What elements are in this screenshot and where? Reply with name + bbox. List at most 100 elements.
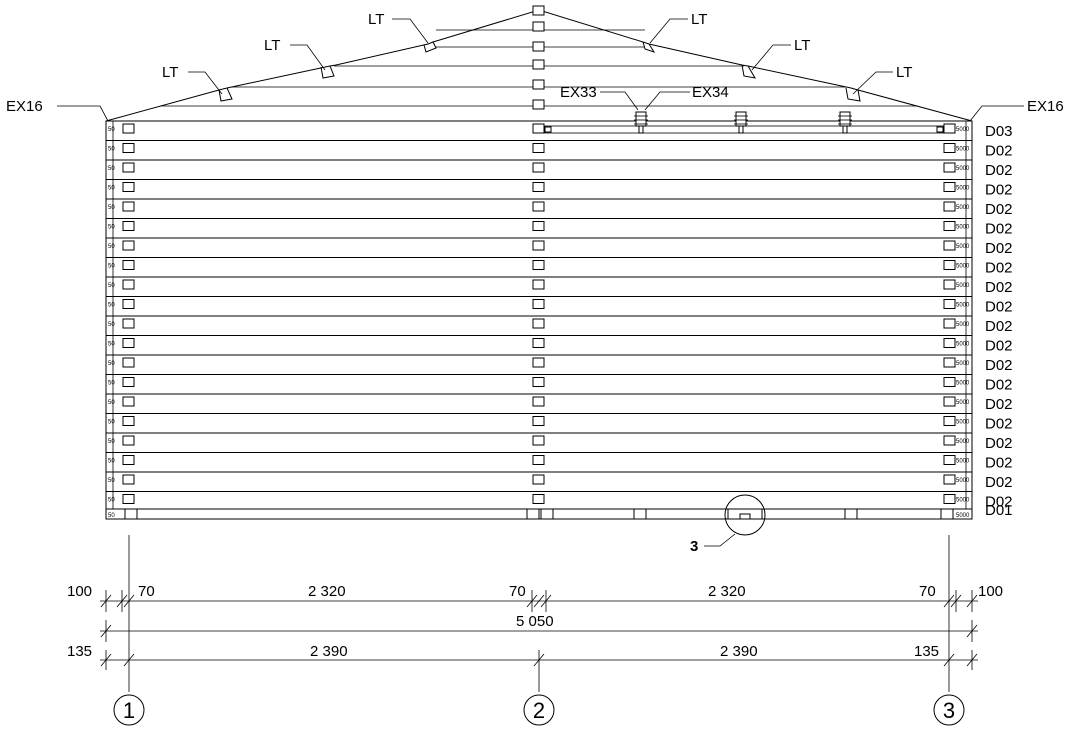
course-block-center [532, 474, 545, 485]
ex33-fixing-icon [634, 111, 648, 134]
course-block-center [532, 201, 545, 212]
course-block-right [943, 474, 956, 485]
left-tag-label: 50 [108, 303, 115, 309]
course-block-center [532, 357, 545, 368]
layer-label: D02 [985, 279, 1013, 296]
right-tag-label: 5000 [956, 264, 970, 270]
upper-beam [544, 125, 945, 134]
axis-bubble-1: 1 [113, 694, 145, 726]
course-block-right [943, 123, 956, 134]
left-tag-label: 50 [108, 205, 115, 211]
course-block-right [943, 260, 956, 270]
layer-label-bottom: D01 [985, 502, 1013, 519]
label-detail-3: 3 [690, 538, 698, 555]
course-block-center [532, 435, 545, 446]
course-block-left [122, 201, 135, 212]
detail-3-circle [724, 494, 766, 536]
course-block-right [943, 299, 956, 309]
course-block-left [122, 435, 135, 446]
axis-lines [128, 535, 950, 692]
label-lt-4: LT [691, 11, 707, 28]
left-tag-label: 50 [108, 361, 115, 367]
course-block-left [122, 240, 135, 251]
course-block-right [943, 396, 956, 407]
left-tag-label: 50 [108, 381, 115, 387]
dim-span-2320-left: 2 320 [308, 583, 346, 600]
course-block-left [122, 377, 135, 387]
course-block-right [943, 279, 956, 290]
layer-label: D02 [985, 221, 1013, 238]
layer-label: D02 [985, 299, 1013, 316]
dim-left-135: 135 [67, 643, 92, 660]
course-block-left [122, 221, 135, 231]
right-tag-label: 5000 [956, 478, 970, 484]
left-tag-label: 50 [108, 342, 115, 348]
layer-label: D03 [985, 123, 1013, 140]
dim-bay-2390-right: 2 390 [720, 643, 758, 660]
course-block-left [122, 318, 135, 329]
right-tag-label: 5000 [956, 205, 970, 211]
course-block-center [532, 455, 545, 465]
course-block-right [943, 377, 956, 387]
course-block-center [532, 162, 545, 173]
layer-label: D02 [985, 201, 1013, 218]
course-block-center [532, 494, 545, 504]
course-block-left [122, 338, 135, 348]
right-tag-label: 5000 [956, 283, 970, 289]
ridge-block [532, 59, 545, 70]
right-tag-label: 5000 [956, 420, 970, 426]
right-tag-label: 5000 [956, 361, 970, 367]
course-block-left [122, 416, 135, 426]
right-tag-label: 5000 [956, 513, 970, 519]
dim-right-135: 135 [914, 643, 939, 660]
left-tag-label: 50 [108, 478, 115, 484]
course-block-center [532, 416, 545, 426]
course-block-center [532, 377, 545, 387]
leader-lines [57, 18, 1024, 547]
course-block-right [943, 357, 956, 368]
left-tag-label: 50 [108, 186, 115, 192]
label-lt-5: LT [794, 37, 810, 54]
course-block-center [532, 318, 545, 329]
right-tag-label: 5000 [956, 342, 970, 348]
course-block-right [943, 494, 956, 504]
course-block-left [122, 396, 135, 407]
left-tag-label: 50 [108, 244, 115, 250]
layer-label: D02 [985, 338, 1013, 355]
course-block-center [532, 396, 545, 407]
ridge-block [532, 79, 545, 90]
left-tag-label: 50 [108, 420, 115, 426]
course-block-left [122, 123, 135, 134]
course-block-right [943, 143, 956, 153]
right-tag-label: 5000 [956, 322, 970, 328]
left-tag-label: 50 [108, 127, 115, 133]
course-block-center [532, 143, 545, 153]
course-block-right [943, 435, 956, 446]
ridge-block [532, 5, 545, 16]
right-tag-label: 5000 [956, 244, 970, 250]
layer-label: D02 [985, 416, 1013, 433]
label-lt-1: LT [162, 64, 178, 81]
dim-span-2320-right: 2 320 [708, 583, 746, 600]
axis-bubble-2: 2 [523, 694, 555, 726]
left-tag-label: 50 [108, 147, 115, 153]
course-block-center [532, 338, 545, 348]
layer-label: D02 [985, 435, 1013, 452]
course-block-left [122, 143, 135, 153]
course-block-left [122, 182, 135, 192]
course-block-center [532, 260, 545, 270]
right-tag-label: 5000 [956, 439, 970, 445]
left-tag-label: 50 [108, 322, 115, 328]
left-tag-label: 50 [108, 439, 115, 445]
course-block-center [532, 240, 545, 251]
fixing-icon [838, 111, 852, 134]
label-lt-2: LT [264, 37, 280, 54]
layer-label: D02 [985, 318, 1013, 335]
right-tag-label: 5000 [956, 459, 970, 465]
ridge-blocks [532, 5, 545, 110]
dim-mid-70: 70 [509, 583, 526, 600]
course-block-right [943, 455, 956, 465]
layer-label: D02 [985, 377, 1013, 394]
left-tag-label: 50 [108, 498, 115, 504]
course-block-right [943, 201, 956, 212]
